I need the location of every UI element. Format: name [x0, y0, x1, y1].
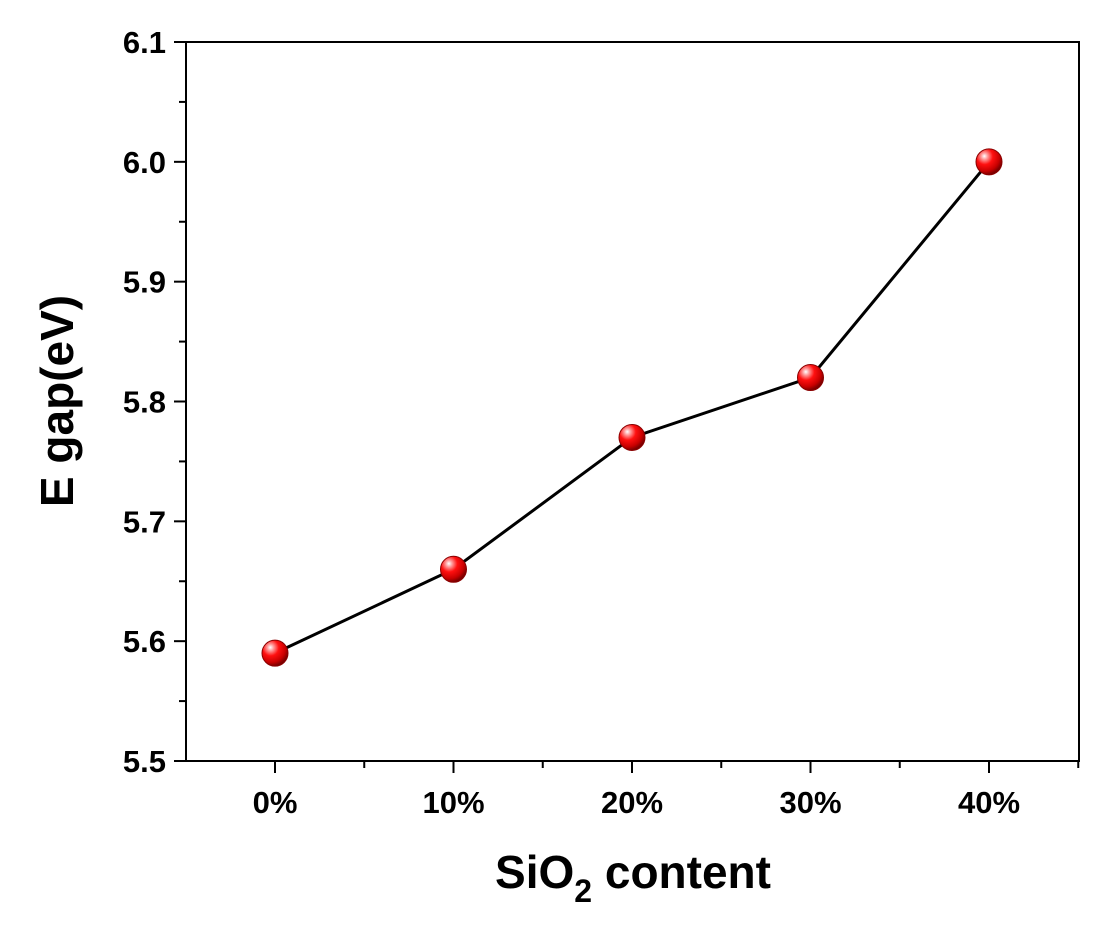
data-point: [618, 423, 646, 451]
y-tick-label: 6.0: [123, 145, 166, 180]
plot-frame: [185, 41, 1080, 762]
y-axis-title: E gap(eV): [31, 295, 83, 507]
data-point: [261, 639, 289, 667]
x-axis-title-suffix: content: [592, 846, 771, 898]
tick-labels-layer: 5.5 5.6 5.7 5.8 5.9 6.0 6.1 0% 10% 20% 30% 40%: [123, 25, 1020, 820]
y-tick-label: 6.1: [123, 25, 166, 60]
series-line: [274, 160, 991, 655]
data-point: [797, 364, 824, 392]
ticks-layer: [174, 41, 1080, 773]
x-axis-title-subscript: 2: [574, 873, 592, 909]
y-tick-label: 5.9: [123, 265, 166, 300]
y-tick-label: 5.8: [123, 385, 166, 420]
x-tick-label: 30%: [779, 785, 841, 820]
y-tick-label: 5.6: [123, 624, 166, 659]
y-tick-label: 5.7: [123, 504, 166, 539]
x-tick-label: 40%: [958, 785, 1020, 820]
x-tick-label: 0%: [253, 785, 298, 820]
series-layer: [261, 148, 1003, 667]
y-tick-label: 5.5: [123, 744, 166, 779]
x-tick-label: 20%: [601, 785, 663, 820]
x-tick-label: 10%: [422, 785, 484, 820]
x-axis-title: SiO2 content: [495, 846, 771, 909]
x-axis-title-main: SiO: [495, 846, 574, 898]
data-point: [975, 148, 1003, 176]
data-point: [440, 555, 467, 583]
